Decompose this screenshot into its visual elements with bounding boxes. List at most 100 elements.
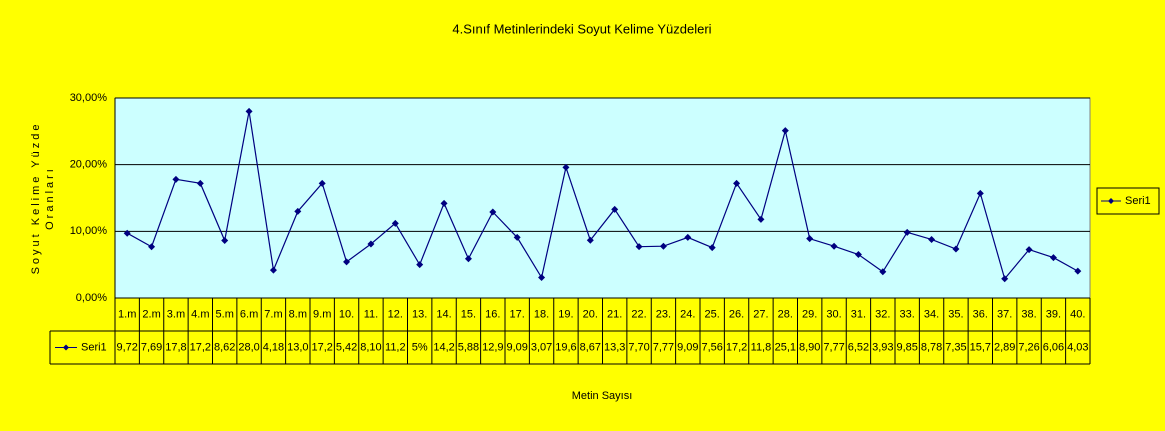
x-tick-label: 8.m: [289, 308, 307, 320]
data-point: [148, 243, 156, 251]
data-table-value: 5%: [412, 341, 428, 353]
x-tick-label: 21.: [607, 308, 622, 320]
data-table-value: 19,6: [555, 341, 576, 353]
x-tick-label: 28.: [778, 308, 793, 320]
x-tick-label: 36.: [973, 308, 988, 320]
x-tick-label: 25.: [705, 308, 720, 320]
y-tick-label: 10,00%: [70, 225, 108, 237]
x-tick-label: 17.: [510, 308, 525, 320]
data-point: [830, 242, 838, 250]
x-tick-label: 3.m: [167, 308, 185, 320]
x-tick-label: 18.: [534, 308, 549, 320]
data-point: [245, 107, 253, 115]
data-point: [708, 244, 716, 252]
x-tick-label: 37.: [997, 308, 1012, 320]
data-table-value: 3,07: [531, 341, 552, 353]
x-tick-label: 24.: [680, 308, 695, 320]
legend-key: [63, 344, 69, 351]
x-tick-label: 10.: [339, 308, 354, 320]
data-table-value: 8,90: [799, 341, 820, 353]
data-point: [952, 245, 960, 253]
x-tick-label: 39.: [1046, 308, 1061, 320]
x-tick-label: 20.: [583, 308, 598, 320]
data-table-value: 11,8: [751, 341, 772, 353]
data-point: [733, 179, 741, 187]
data-point: [196, 179, 204, 187]
data-table-value: 7,69: [141, 341, 162, 353]
data-table-value: 6,52: [848, 341, 869, 353]
x-tick-label: 12.: [388, 308, 403, 320]
x-tick-label: 22.: [631, 308, 646, 320]
x-tick-label: 13.: [412, 308, 427, 320]
y-tick-label: 30,00%: [70, 92, 108, 104]
data-point: [757, 215, 765, 223]
x-tick-label: 40.: [1070, 308, 1085, 320]
data-table-value: 5,88: [458, 341, 479, 353]
x-tick-label: 1.m: [118, 308, 136, 320]
data-table-value: 17,8: [165, 341, 186, 353]
y-tick-label: 0,00%: [76, 292, 107, 304]
data-table-value: 8,62: [214, 341, 235, 353]
y-axis-label: Soyut Kelime Yüzde: [30, 122, 42, 275]
x-tick-label: 7.m: [264, 308, 282, 320]
x-tick-label: 4.m: [191, 308, 209, 320]
x-tick-label: 15.: [461, 308, 476, 320]
data-table-value: 9,72: [116, 341, 137, 353]
data-point: [879, 268, 887, 276]
x-tick-label: 2.m: [142, 308, 160, 320]
x-tick-label: 32.: [875, 308, 890, 320]
data-table-value: 2,89: [994, 341, 1015, 353]
legend-box: [1096, 187, 1160, 215]
data-table-value: 4,18: [263, 341, 284, 353]
legend-key: [1108, 198, 1114, 204]
data-point: [343, 258, 351, 266]
data-point: [684, 233, 692, 241]
data-point: [294, 207, 302, 215]
data-table-value: 3,93: [872, 341, 893, 353]
x-tick-label: 29.: [802, 308, 817, 320]
data-table-value: 4,03: [1067, 341, 1088, 353]
data-table-value: 5,42: [336, 341, 357, 353]
data-table-value: 17,2: [311, 341, 332, 353]
x-tick-label: 11.: [364, 308, 378, 320]
data-table-value: 15,7: [970, 341, 991, 353]
x-tick-label: 33.: [900, 308, 915, 320]
data-table-value: 7,56: [701, 341, 722, 353]
y-axis-label: Oranları: [44, 166, 56, 230]
data-point: [1049, 254, 1057, 262]
y-tick-label: 20,00%: [70, 159, 108, 171]
data-point: [781, 127, 789, 135]
data-table-value: 17,2: [726, 341, 747, 353]
x-tick-label: 23.: [656, 308, 671, 320]
data-point: [928, 235, 936, 243]
data-point: [903, 228, 911, 236]
data-point: [367, 240, 375, 248]
data-table-value: 17,2: [190, 341, 211, 353]
data-table-value: 7,70: [628, 341, 649, 353]
data-point: [854, 251, 862, 259]
data-point: [976, 189, 984, 197]
data-table-value: 8,78: [921, 341, 942, 353]
x-tick-label: 35.: [948, 308, 963, 320]
x-tick-label: 19.: [558, 308, 573, 320]
x-tick-label: 34.: [924, 308, 939, 320]
data-table-value: 8,67: [580, 341, 601, 353]
data-point: [172, 175, 180, 183]
data-table-value: 7,35: [945, 341, 966, 353]
data-table-value: 9,85: [896, 341, 917, 353]
data-table-value: 7,77: [823, 341, 844, 353]
data-table-value: 13,0: [287, 341, 308, 353]
x-tick-label: 9.m: [313, 308, 331, 320]
data-point: [1025, 246, 1033, 254]
data-table-value: 8,10: [360, 341, 381, 353]
data-table-value: 9,09: [677, 341, 698, 353]
data-table-value: 14,2: [433, 341, 454, 353]
data-point: [318, 179, 326, 187]
data-point: [538, 274, 546, 282]
table-series-name: Seri1: [81, 341, 107, 353]
data-point: [635, 243, 643, 251]
x-tick-label: 38.: [1021, 308, 1036, 320]
data-point: [659, 242, 667, 250]
data-table-value: 28,0: [238, 341, 259, 353]
